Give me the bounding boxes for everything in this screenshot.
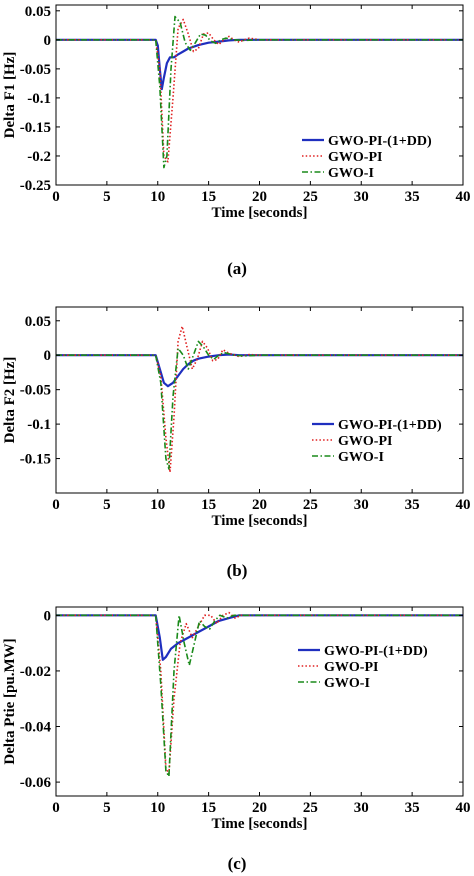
x-axis-label: Time [seconds] <box>212 513 308 529</box>
y-tick-label: -0.06 <box>20 775 52 791</box>
legend-label: GWO-PI-(1+DD) <box>338 418 442 433</box>
y-tick-label: -0.02 <box>20 664 51 680</box>
y-tick-label: -0.15 <box>20 120 51 136</box>
x-tick-label: 10 <box>150 497 165 513</box>
y-axis-label: Delta F1 [Hz] <box>2 52 18 139</box>
legend-label: GWO-PI <box>324 660 378 675</box>
series-group <box>56 15 463 169</box>
series-line-2 <box>56 18 463 163</box>
x-tick-label: 35 <box>405 800 420 816</box>
y-tick-label: 0.05 <box>25 314 51 330</box>
x-tick-label: 40 <box>456 497 471 513</box>
x-tick-label: 5 <box>103 800 111 816</box>
legend-label: GWO-I <box>324 676 370 691</box>
x-tick-label: 15 <box>201 497 216 513</box>
series-line-2 <box>56 325 463 474</box>
x-tick-label: 20 <box>252 189 267 205</box>
series-line-3 <box>56 15 463 169</box>
x-tick-label: 30 <box>354 189 369 205</box>
series-line-2 <box>56 611 463 775</box>
x-tick-label: 40 <box>456 800 471 816</box>
y-tick-label: -0.1 <box>27 417 51 433</box>
x-tick-label: 0 <box>52 497 60 513</box>
plot-frame <box>55 306 464 494</box>
series-group <box>56 325 463 474</box>
x-tick-label: 15 <box>201 189 216 205</box>
x-tick-label: 20 <box>252 497 267 513</box>
legend-label: GWO-PI <box>328 150 382 165</box>
y-tick-label: 0 <box>44 33 52 49</box>
y-tick-label: 0.05 <box>25 4 51 20</box>
x-axis-label: Time [seconds] <box>212 205 308 221</box>
x-tick-label: 20 <box>252 800 267 816</box>
plot-frame <box>55 606 464 797</box>
series-group <box>56 611 463 778</box>
x-tick-label: 5 <box>103 189 111 205</box>
plot-frame <box>55 4 464 186</box>
x-tick-label: 15 <box>201 800 216 816</box>
caption-b: (b) <box>226 561 248 580</box>
x-tick-label: 25 <box>303 497 318 513</box>
legend-label: GWO-I <box>338 450 384 465</box>
caption-a: (a) <box>227 259 247 278</box>
y-tick-label: -0.15 <box>20 452 51 468</box>
series-line-3 <box>56 614 463 778</box>
y-tick-label: 0 <box>44 348 52 364</box>
y-tick-label: -0.05 <box>20 62 51 78</box>
y-tick-label: -0.2 <box>27 149 51 165</box>
chart-b: 0 5 10 15 20 25 30 35 40 0.05 0 -0.05 -0.1 -0.15 Time … <box>2 306 471 529</box>
x-tick-label: 0 <box>52 800 60 816</box>
x-tick-label: 25 <box>303 800 318 816</box>
y-tick-label: -0.04 <box>20 720 52 736</box>
series-line-1 <box>56 353 463 388</box>
x-tick-label: 35 <box>405 189 420 205</box>
y-tick-label: 0 <box>44 608 52 624</box>
legend-label: GWO-PI-(1+DD) <box>324 644 428 659</box>
chart-panel-a: 0 5 10 15 20 25 30 35 40 0.05 0 -0.05 -0.1 -0.15 -0.2 -… <box>0 0 474 228</box>
chart-a: 0 5 10 15 20 25 30 35 40 0.05 0 -0.05 -0.1 -0.15 -0.2 -… <box>2 4 471 221</box>
legend-label: GWO-PI <box>338 434 392 449</box>
chart-panel-c: 0 5 10 15 20 25 30 35 40 0 -0.02 -0.04 -0.06 Time [se… <box>0 600 474 830</box>
x-tick-label: 10 <box>150 800 165 816</box>
x-tick-label: 30 <box>354 800 369 816</box>
caption-c: (c) <box>227 854 247 873</box>
x-tick-label: 25 <box>303 189 318 205</box>
y-tick-label: -0.25 <box>20 178 51 194</box>
x-tick-label: 40 <box>456 189 471 205</box>
x-axis-label: Time [seconds] <box>212 816 308 830</box>
legend-label: GWO-I <box>328 166 374 181</box>
series-line-1 <box>56 38 463 91</box>
x-tick-label: 35 <box>405 497 420 513</box>
series-line-3 <box>56 340 463 470</box>
y-tick-label: -0.05 <box>20 383 51 399</box>
x-tick-label: 0 <box>52 189 60 205</box>
y-axis-label: Delta F2 [Hz] <box>2 357 18 444</box>
x-tick-label: 30 <box>354 497 369 513</box>
y-tick-label: -0.1 <box>27 91 51 107</box>
y-axis-label: Delta Ptie [pu.MW] <box>2 638 18 764</box>
chart-panel-b: 0 5 10 15 20 25 30 35 40 0.05 0 -0.05 -0.1 -0.15 Time … <box>0 300 474 540</box>
x-tick-label: 10 <box>150 189 165 205</box>
x-tick-label: 5 <box>103 497 111 513</box>
legend-label: GWO-PI-(1+DD) <box>328 134 432 149</box>
chart-c: 0 5 10 15 20 25 30 35 40 0 -0.02 -0.04 -0.06 Time [se… <box>2 606 471 830</box>
